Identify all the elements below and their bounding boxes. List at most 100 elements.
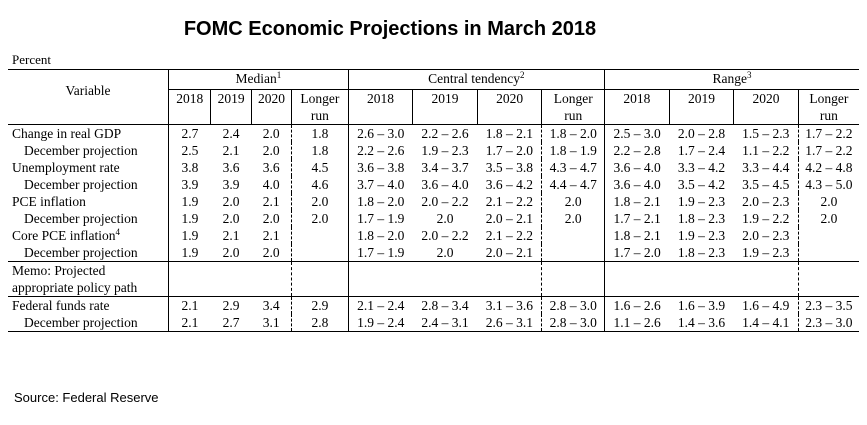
central-cell: 2.6 – 3.1	[477, 314, 542, 332]
median-header: Median1	[168, 69, 349, 90]
range-cell: 1.5 – 2.3	[742, 126, 790, 141]
central-cell: 2.0	[436, 245, 454, 260]
median-cell: 3.9	[222, 177, 240, 192]
table-row: December projection 2.1 2.7 3.1 2.8 1.9 – 2.4…	[8, 314, 859, 332]
range-header: Range3	[604, 69, 859, 90]
range-cell: 3.3 – 4.2	[677, 160, 726, 175]
central-cell: 3.6 – 3.8	[347, 159, 413, 176]
median-cell: 1.8	[291, 142, 349, 159]
longer-run-header: Longer run	[291, 89, 349, 125]
table-row: Core PCE inflation4 1.9 2.1 2.1 1.8 – 2.0 2.0…	[8, 227, 859, 244]
range-cell: 1.4 – 3.6	[669, 314, 734, 332]
median-cell: 2.0	[262, 126, 280, 141]
median-cell: 3.9	[167, 176, 211, 193]
median-cell: 4.0	[262, 177, 280, 192]
row-label: PCE inflation	[12, 194, 86, 209]
year-header: 2019	[668, 89, 734, 125]
central-cell: 4.3 – 4.7	[541, 159, 605, 176]
range-cell: 4.2 – 4.8	[797, 159, 859, 176]
range-cell	[669, 261, 734, 297]
central-cell	[347, 261, 413, 297]
median-cell: 2.1	[167, 314, 211, 332]
median-cell: 2.0	[262, 143, 280, 158]
range-cell: 1.7 – 2.2	[797, 124, 859, 142]
median-cell	[251, 261, 292, 297]
median-cell: 2.1	[262, 228, 280, 243]
central-cell: 1.8 – 1.9	[541, 142, 605, 159]
range-cell: 2.3 – 3.0	[797, 314, 859, 332]
central-cell: 2.8 – 3.0	[541, 296, 605, 314]
footnote-marker: 4	[115, 227, 121, 237]
range-cell: 2.0 – 2.8	[677, 126, 726, 141]
median-cell: 2.9	[291, 296, 349, 314]
row-label: Change in real GDP	[12, 126, 122, 141]
range-cell: 2.0	[797, 193, 859, 210]
year-header: 2019	[412, 89, 478, 125]
median-cell: 2.0	[222, 245, 240, 260]
page-title: FOMC Economic Projections in March 2018	[183, 18, 597, 40]
range-cell: 1.1 – 2.2	[742, 143, 790, 158]
central-cell: 2.2 – 2.6	[347, 142, 413, 159]
year-header: 2018	[604, 89, 670, 125]
central-cell: 3.1 – 3.6	[485, 298, 534, 313]
central-cell	[541, 244, 605, 262]
range-cell	[604, 261, 670, 297]
central-cell: 2.0 – 2.2	[421, 194, 469, 209]
median-cell: 2.5	[167, 142, 211, 159]
central-cell: 3.5 – 3.8	[485, 160, 534, 175]
median-cell	[291, 227, 349, 244]
median-cell: 2.1	[167, 296, 211, 314]
source-note: Source: Federal Reserve	[14, 390, 159, 405]
unit-label: Percent	[12, 52, 51, 67]
range-cell: 3.3 – 4.4	[742, 160, 790, 175]
central-cell: 1.8 – 2.1	[485, 126, 534, 141]
central-cell: 2.8 – 3.0	[541, 314, 605, 332]
range-cell: 2.2 – 2.8	[604, 142, 670, 159]
range-cell: 3.5 – 4.5	[742, 177, 790, 192]
memo-row: Memo: Projected appropriate policy path	[8, 261, 859, 297]
central-cell: 2.1 – 2.2	[485, 194, 534, 209]
central-cell: 2.4 – 3.1	[412, 314, 478, 332]
central-cell: 3.6 – 4.2	[485, 177, 534, 192]
range-cell: 2.0 – 2.3	[742, 194, 790, 209]
median-cell: 1.8	[291, 124, 349, 142]
central-cell: 2.1 – 2.2	[485, 228, 534, 243]
table-row: December projection 2.5 2.1 2.0 1.8 2.2 – 2.6…	[8, 142, 859, 159]
range-cell: 3.6 – 4.0	[604, 176, 670, 193]
central-cell	[477, 261, 542, 297]
median-cell	[291, 244, 349, 262]
central-cell	[412, 261, 478, 297]
row-label: December projection	[24, 245, 138, 260]
row-label: Federal funds rate	[12, 298, 110, 313]
central-cell: 2.1 – 2.4	[347, 296, 413, 314]
table-row: Change in real GDP 2.7 2.4 2.0 1.8 2.6 – 3.0 2…	[8, 124, 859, 142]
median-cell: 2.0	[222, 211, 240, 226]
range-cell: 1.7 – 2.1	[604, 210, 670, 227]
year-header: 2020	[476, 89, 542, 125]
range-cell: 1.9 – 2.2	[742, 211, 790, 226]
median-cell: 2.4	[222, 126, 240, 141]
range-cell: 1.9 – 2.3	[742, 245, 790, 260]
range-cell: 1.7 – 2.4	[677, 143, 726, 158]
row-label: Core PCE inflation4	[12, 227, 121, 244]
central-cell: 4.4 – 4.7	[541, 176, 605, 193]
row-label: December projection	[24, 177, 138, 192]
central-cell: 1.9 – 2.3	[421, 143, 469, 158]
range-cell: 1.4 – 4.1	[733, 314, 799, 332]
median-cell: 2.1	[222, 143, 240, 158]
central-cell: 3.4 – 3.7	[421, 160, 469, 175]
range-cell: 1.8 – 2.3	[677, 245, 726, 260]
range-cell: 3.5 – 4.2	[677, 177, 726, 192]
table-row: Unemployment rate 3.8 3.6 3.6 4.5 3.6 – 3.8 3.…	[8, 159, 859, 176]
range-cell: 2.0	[797, 210, 859, 227]
median-cell: 2.0	[291, 210, 349, 227]
median-cell: 2.0	[222, 194, 240, 209]
central-cell: 2.0 – 2.2	[421, 228, 469, 243]
median-cell: 2.9	[222, 298, 240, 313]
longer-run-header: Longer run	[797, 89, 859, 125]
central-cell: 2.2 – 2.6	[421, 126, 469, 141]
range-cell: 3.6 – 4.0	[604, 159, 670, 176]
range-cell	[797, 244, 859, 262]
row-label: December projection	[24, 143, 138, 158]
year-header: 2018	[167, 89, 211, 125]
